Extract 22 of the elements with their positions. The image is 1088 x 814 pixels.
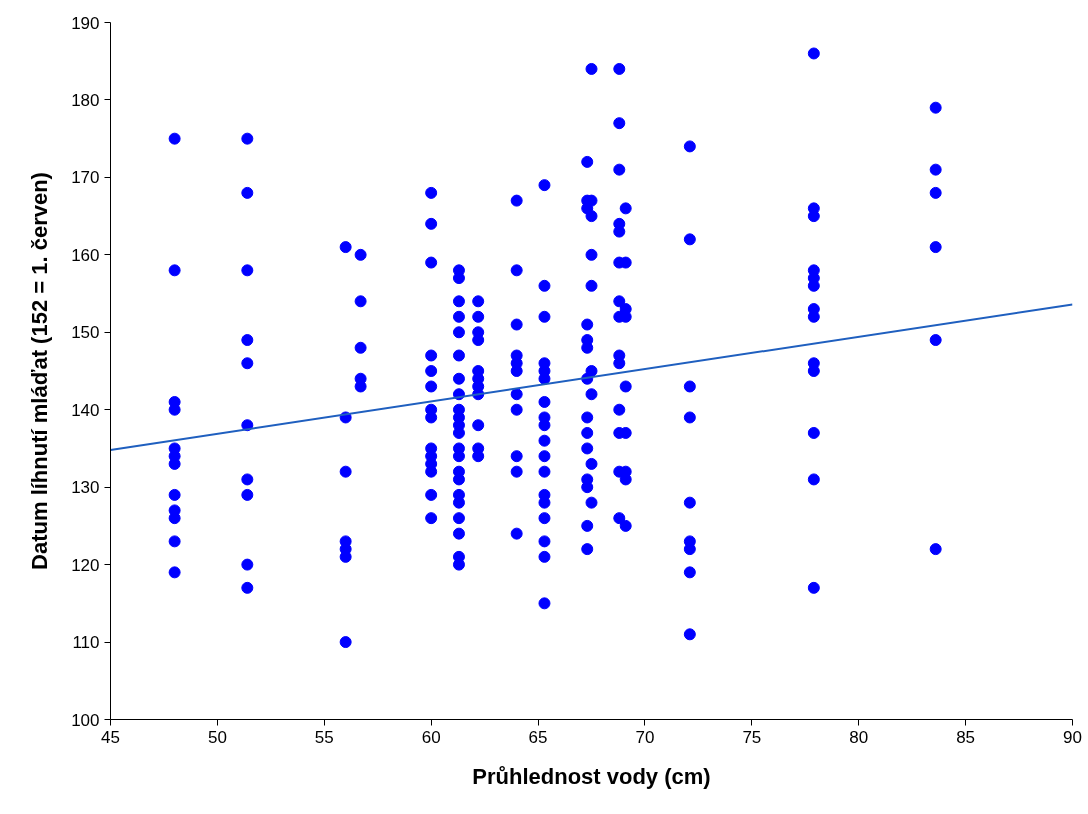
y-tick-label: 110 <box>72 633 100 653</box>
y-tick-label: 160 <box>71 245 100 265</box>
x-axis-title: Průhlednost vody (cm) <box>472 763 711 789</box>
y-tick-label: 130 <box>71 478 100 498</box>
y-tick-label: 100 <box>71 710 100 730</box>
x-tick-label: 85 <box>956 727 976 747</box>
x-tick-label: 80 <box>849 727 869 747</box>
y-tick-label: 180 <box>71 90 100 110</box>
y-tick-label: 150 <box>71 323 100 343</box>
x-tick-label: 45 <box>101 727 120 747</box>
x-tick-label: 65 <box>528 727 548 747</box>
x-tick-label: 90 <box>1063 727 1082 747</box>
y-tick-label: 140 <box>71 400 100 420</box>
x-tick-label: 60 <box>421 727 441 747</box>
y-tick-label: 120 <box>71 555 100 575</box>
x-tick-label: 75 <box>742 727 762 747</box>
y-tick-label: 170 <box>71 168 100 188</box>
y-axis-title: Datum líhnutí mláďat (152 = 1. červen) <box>27 172 53 570</box>
x-tick-label: 70 <box>635 727 655 747</box>
x-tick-label: 50 <box>207 727 227 747</box>
y-tick-label: 190 <box>71 13 100 33</box>
x-tick-label: 55 <box>314 727 334 747</box>
